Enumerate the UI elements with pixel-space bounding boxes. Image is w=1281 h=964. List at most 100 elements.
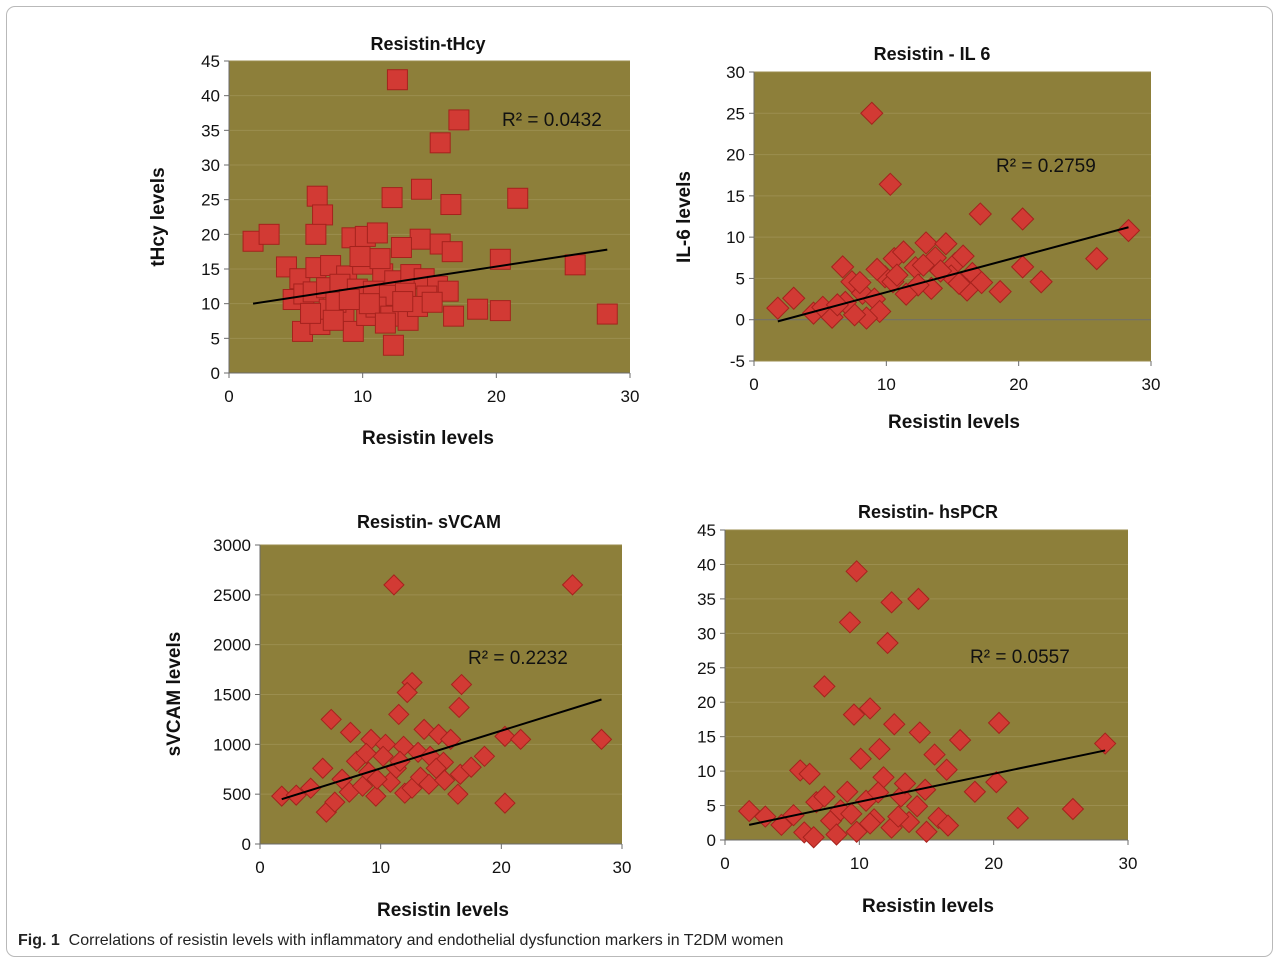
y-tick-label: 0 <box>707 831 716 850</box>
y-tick-label: 10 <box>697 762 716 781</box>
r-squared-label: R² = 0.0557 <box>970 647 1070 668</box>
x-tick-label: 20 <box>1009 375 1028 394</box>
data-point <box>985 770 1008 794</box>
x-tick-label: 10 <box>371 858 390 877</box>
y-tick-label: 30 <box>726 63 745 82</box>
chart-title: Resistin - IL 6 <box>874 44 991 64</box>
data-point <box>947 271 971 296</box>
data-point <box>781 286 806 310</box>
data-point <box>258 223 280 245</box>
caption-label: Fig. 1 <box>18 932 60 949</box>
y-tick-label: 2500 <box>213 586 251 605</box>
data-point <box>883 713 906 736</box>
data-point <box>437 280 459 302</box>
data-point <box>358 293 380 315</box>
data-point <box>561 574 584 596</box>
data-point <box>914 231 938 255</box>
data-point <box>441 241 463 263</box>
data-point <box>489 300 511 322</box>
data-point <box>911 253 936 277</box>
data-point <box>838 611 862 634</box>
data-point <box>907 587 930 611</box>
data-point <box>1116 218 1141 243</box>
data-point <box>1029 270 1053 294</box>
data-point <box>388 703 410 726</box>
y-tick-label: 15 <box>697 728 716 747</box>
x-tick-label: 0 <box>720 854 729 873</box>
data-point <box>300 302 322 324</box>
plot-area <box>229 61 630 373</box>
data-point <box>429 132 451 154</box>
data-point <box>813 675 836 698</box>
data-point <box>381 187 403 209</box>
data-point <box>880 591 903 614</box>
trendline <box>281 698 602 801</box>
data-point <box>450 673 473 696</box>
data-point <box>1061 797 1085 821</box>
x-tick-label: 20 <box>984 854 1003 873</box>
data-point <box>963 780 987 803</box>
caption-text: Correlations of resistin levels with inf… <box>68 932 784 949</box>
data-point <box>887 805 910 828</box>
data-point <box>443 305 465 327</box>
x-tick-label: 30 <box>1119 854 1138 873</box>
data-point <box>448 696 470 719</box>
y-tick-label: 25 <box>726 104 745 123</box>
data-point <box>338 289 360 311</box>
data-point <box>845 560 868 583</box>
x-axis-title: Resistin levels <box>888 412 1020 433</box>
data-point <box>509 728 532 751</box>
data-point <box>885 263 909 287</box>
data-point <box>366 768 388 790</box>
trendline <box>777 226 1129 323</box>
data-point <box>935 758 958 781</box>
data-point <box>842 703 866 726</box>
y-tick-label: 2000 <box>213 636 251 655</box>
data-point <box>349 246 371 268</box>
y-axis-title: tHcy levels <box>148 167 169 266</box>
data-point <box>1010 255 1035 279</box>
data-point <box>305 223 327 245</box>
data-point <box>365 785 387 807</box>
chart-panel-1: 0 5 10 15 20 25 30 35 40 45 0 10 20 30 Resistin-tHcy R²… <box>148 34 639 449</box>
y-tick-label: 5 <box>736 269 745 288</box>
data-point <box>951 244 975 268</box>
y-tick-label: 40 <box>201 87 220 106</box>
data-point <box>494 792 516 814</box>
y-axis-title: IL-6 levels <box>674 171 695 263</box>
x-tick-label: 30 <box>613 858 632 877</box>
y-tick-label: 10 <box>201 295 220 314</box>
x-tick-label: 30 <box>1142 375 1161 394</box>
data-point <box>322 309 344 331</box>
data-point <box>987 711 1011 735</box>
data-point <box>390 237 412 259</box>
data-point <box>596 303 618 325</box>
x-tick-label: 0 <box>749 375 758 394</box>
y-tick-label: 15 <box>201 260 220 279</box>
data-point <box>1006 806 1030 830</box>
x-tick-label: 10 <box>850 854 869 873</box>
data-point <box>825 823 848 846</box>
data-point <box>905 795 929 818</box>
y-tick-label: 5 <box>211 329 220 348</box>
data-point <box>948 728 972 752</box>
y-tick-label: 45 <box>201 52 220 71</box>
y-tick-label: 45 <box>697 521 716 540</box>
y-tick-label: 0 <box>211 364 220 383</box>
data-point <box>891 240 916 264</box>
y-tick-label: 0 <box>736 311 745 330</box>
data-point <box>865 257 889 282</box>
trendline <box>748 749 1106 826</box>
data-point <box>1085 246 1109 271</box>
x-axis-title: Resistin levels <box>362 428 494 449</box>
data-point <box>410 178 432 200</box>
x-tick-label: 10 <box>353 387 372 406</box>
data-point <box>860 101 884 125</box>
data-point <box>858 697 882 720</box>
chart-title: Resistin- sVCAM <box>357 512 501 532</box>
y-tick-label: 30 <box>697 624 716 643</box>
data-point <box>840 802 863 826</box>
data-point <box>968 202 992 226</box>
data-point <box>507 187 529 209</box>
